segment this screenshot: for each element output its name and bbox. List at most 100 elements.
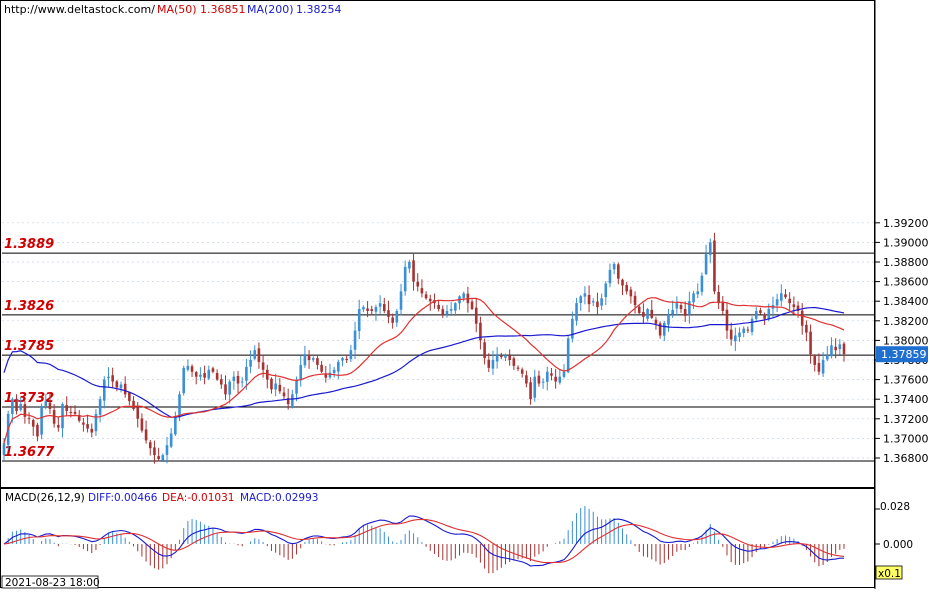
candle-body	[654, 319, 658, 324]
candle-body	[825, 355, 829, 360]
candle-body	[362, 307, 365, 310]
candle-body	[274, 383, 277, 390]
candle-body	[562, 371, 566, 377]
candle-body	[73, 411, 77, 414]
candle-body	[474, 307, 478, 324]
candle-body	[625, 285, 628, 292]
candle-body	[734, 335, 737, 342]
candle-body	[119, 384, 123, 388]
macd-header-bg	[2, 490, 324, 503]
candle-body	[721, 301, 725, 311]
candle-body	[617, 264, 620, 279]
candle-body	[663, 322, 666, 336]
candle-body	[186, 365, 190, 370]
candle-body	[842, 343, 846, 355]
candle-body	[144, 429, 148, 441]
macd-diff-label: DIFF:0.00466	[88, 492, 158, 504]
candle-body	[621, 279, 624, 286]
candle-body	[107, 376, 110, 379]
candle-body	[717, 292, 720, 304]
candle-body	[608, 269, 612, 284]
candle-body	[295, 379, 298, 394]
candle-body	[253, 350, 257, 359]
candle-body	[508, 355, 511, 360]
current-price-tag: 1.37859	[876, 346, 928, 363]
candle-body	[236, 375, 240, 384]
source-url[interactable]: http://www.deltastock.com/	[4, 3, 155, 16]
current-price-label: 1.37859	[881, 348, 927, 361]
candle-body	[746, 329, 750, 331]
candle-body	[792, 304, 796, 308]
candle-body	[220, 379, 223, 385]
candle-body	[341, 358, 344, 361]
candle-body	[742, 328, 745, 334]
level-label: 1.3889	[4, 237, 54, 252]
ma200-value: 1.38254	[296, 3, 342, 16]
candle-body	[512, 358, 516, 366]
candle-body	[383, 304, 386, 311]
candle-body	[207, 369, 211, 379]
candle-body	[470, 301, 474, 310]
candle-body	[303, 354, 307, 366]
candle-body	[805, 324, 808, 333]
candle-body	[215, 372, 219, 380]
candle-body	[320, 364, 323, 372]
candle-body	[738, 332, 741, 338]
ma200-line	[3, 306, 845, 418]
candle-body	[729, 329, 733, 340]
candle-body	[516, 367, 520, 369]
candle-body	[148, 442, 152, 449]
candlestick-series	[2, 232, 846, 464]
candle-body	[800, 310, 804, 326]
candle-body	[780, 293, 783, 301]
candle-body	[349, 350, 353, 360]
candle-body	[725, 309, 729, 331]
candle-body	[190, 366, 194, 372]
macd-histogram	[7, 506, 845, 574]
macd-panel	[0, 488, 875, 588]
candle-body	[533, 376, 537, 398]
candle-body	[575, 303, 578, 321]
candle-body	[378, 303, 382, 307]
candle-body	[566, 338, 570, 373]
candle-body	[366, 308, 369, 311]
candle-body	[688, 301, 691, 315]
candle-body	[261, 362, 265, 370]
level-label: 1.3677	[4, 445, 55, 460]
candle-body	[600, 298, 603, 306]
candle-body	[132, 400, 135, 409]
candle-body	[203, 373, 206, 378]
candle-body	[282, 392, 286, 397]
candle-body	[704, 254, 708, 275]
candle-body	[708, 242, 712, 255]
candle-body	[257, 348, 261, 362]
candle-body	[571, 318, 574, 339]
candle-body	[90, 428, 94, 433]
price-tick-label: 1.38400	[883, 295, 929, 308]
candle-body	[491, 360, 495, 369]
price-tick-label: 1.37200	[883, 413, 929, 426]
candle-body	[612, 263, 616, 270]
candle-body	[77, 414, 81, 421]
candle-body	[140, 418, 144, 431]
price-tick-label: 1.38200	[883, 315, 929, 328]
candle-body	[370, 309, 374, 311]
macd-tick-2: 0.000	[883, 539, 913, 551]
price-tick-label: 1.39000	[883, 236, 929, 249]
candle-body	[224, 384, 227, 395]
candle-body	[658, 323, 662, 336]
candle-body	[82, 422, 85, 425]
candle-body	[169, 433, 173, 447]
candle-body	[249, 360, 252, 367]
candle-body	[579, 296, 583, 303]
candle-body	[667, 314, 670, 325]
price-tick-label: 1.39200	[883, 217, 929, 230]
candle-body	[646, 309, 649, 319]
candle-body	[558, 376, 562, 383]
candle-body	[265, 369, 269, 380]
candle-body	[324, 373, 328, 378]
candle-body	[153, 447, 156, 456]
price-axis: 1.39200 1.39000 1.38800 1.38600 1.38400 1.382…	[875, 217, 929, 465]
candle-body	[232, 376, 236, 381]
